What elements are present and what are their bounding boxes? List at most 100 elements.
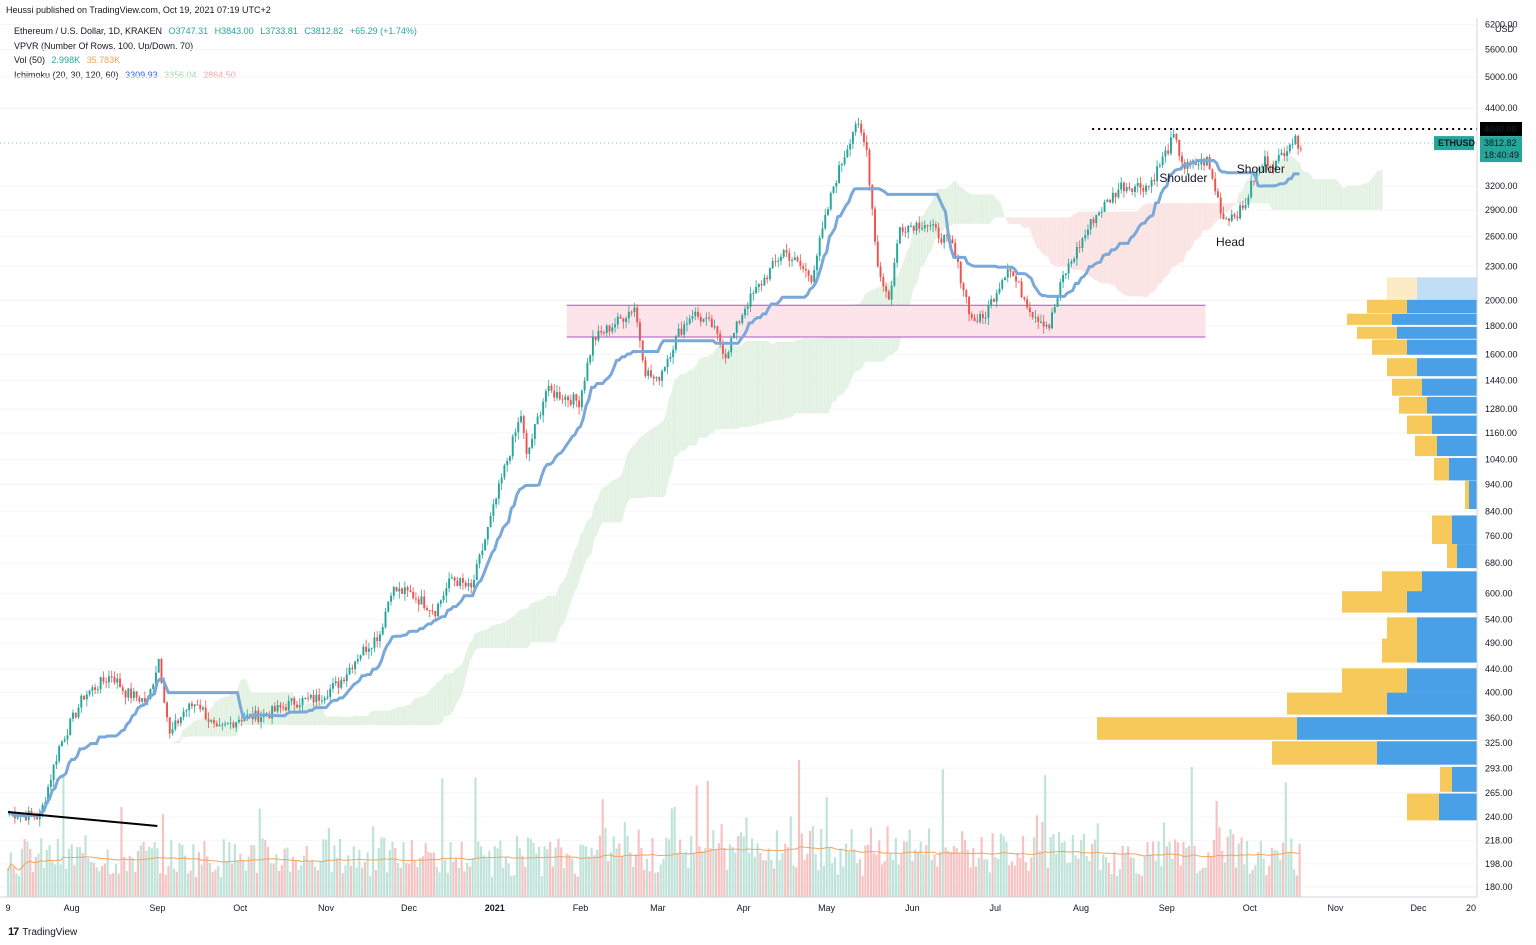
- candle-body: [52, 764, 55, 781]
- ohlc-change: +65.29 (+1.74%): [349, 26, 417, 36]
- profile-down: [1272, 741, 1377, 765]
- cloud-segment: [602, 486, 606, 523]
- cloud-segment: [511, 616, 515, 649]
- candle-body: [38, 813, 41, 820]
- volume-bar: [1096, 823, 1099, 897]
- candle-body: [124, 690, 127, 698]
- candle-body: [1006, 269, 1009, 278]
- price-tick: 198.00: [1485, 859, 1513, 869]
- price-tick: 940.00: [1485, 479, 1513, 489]
- cloud-segment: [1310, 174, 1314, 211]
- volume-bar: [490, 876, 494, 897]
- candle-body: [80, 695, 83, 708]
- candle-body: [271, 706, 274, 719]
- volume-bar: [261, 838, 264, 897]
- candle-body: [1042, 321, 1045, 327]
- time-tick: Aug: [1073, 903, 1089, 913]
- volume-bar: [1298, 843, 1301, 897]
- cloud-segment: [594, 500, 598, 539]
- volume-bar: [1149, 854, 1152, 897]
- cloud-segment: [1122, 211, 1126, 296]
- candle-body: [179, 717, 182, 724]
- volume-bar: [1232, 834, 1235, 897]
- volume-bar: [1185, 847, 1188, 897]
- cloud-segment: [467, 642, 470, 674]
- ohlc-high: H3843.00: [214, 26, 254, 36]
- candle-body: [556, 392, 558, 398]
- volume-bar: [1259, 840, 1262, 897]
- volume-bar: [98, 871, 101, 897]
- tradingview-footer[interactable]: 17 TradingView: [8, 926, 77, 938]
- price-tick: 440.00: [1485, 664, 1513, 674]
- profile-down: [1372, 339, 1407, 355]
- volume-bar: [565, 853, 568, 897]
- candle-body: [202, 707, 204, 710]
- cloud-segment: [574, 545, 578, 591]
- cloud-segment: [1296, 160, 1300, 211]
- volume-bar: [186, 873, 189, 897]
- volume-bar: [1091, 843, 1094, 897]
- profile-up: [1407, 668, 1477, 693]
- candle-body: [846, 149, 849, 158]
- volume-bar: [1035, 815, 1038, 897]
- candle-body: [614, 324, 617, 328]
- candle-body: [1084, 235, 1087, 239]
- volume-bar: [795, 867, 798, 897]
- profile-down: [1392, 378, 1422, 396]
- volume-row[interactable]: Vol (50) 2.998K 35.783K: [14, 53, 421, 68]
- cloud-segment: [232, 691, 235, 737]
- volume-bar: [73, 865, 76, 897]
- volume-bar: [338, 838, 342, 897]
- price-chart[interactable]: Shoulder Head Shoulder 6200.00 5600.00 5000.…: [0, 18, 1536, 923]
- volume-bar: [29, 848, 32, 897]
- volume-bar: [89, 861, 93, 897]
- volume-bar: [717, 843, 720, 897]
- volume-bar: [1071, 834, 1074, 897]
- volume-bar: [1174, 839, 1177, 897]
- volume-bar: [947, 850, 950, 897]
- cloud-segment: [1000, 203, 1004, 218]
- volume-ma-line: [7, 846, 1300, 872]
- candle-body: [154, 672, 157, 685]
- volume-bar: [1085, 856, 1088, 897]
- candle-body: [735, 321, 738, 333]
- cloud-segment: [93, 812, 97, 816]
- candle-body: [744, 308, 746, 316]
- candle-body: [1283, 152, 1286, 157]
- profile-down: [1440, 766, 1452, 792]
- volume-bar: [81, 853, 84, 897]
- volume-bar: [889, 853, 892, 897]
- candle-body: [721, 344, 724, 355]
- volume-bar: [994, 857, 997, 897]
- cloud-segment: [801, 338, 805, 414]
- cloud-segment: [384, 710, 387, 725]
- cloud-segment: [411, 698, 415, 725]
- candle-body: [1064, 273, 1067, 276]
- volume-bar: [493, 846, 496, 897]
- cloud-segment: [638, 436, 642, 499]
- ichimoku-row[interactable]: Ichimoku (20, 30, 120, 60) 3309.93 3356.…: [14, 68, 421, 83]
- candle-body: [746, 306, 749, 309]
- volume-bar: [391, 841, 394, 897]
- symbol-row[interactable]: Ethereum / U.S. Dollar, 1D, KRAKEN O3747…: [14, 24, 421, 39]
- cloud-segment: [104, 815, 108, 817]
- ichimoku-label: Ichimoku (20, 30, 120, 60): [14, 69, 119, 80]
- vpvr-row[interactable]: VPVR (Number Of Rows, 100, Up/Down, 70): [14, 39, 421, 54]
- ohlc-open: O3747.31: [168, 26, 209, 36]
- candle-body: [854, 124, 857, 133]
- price-tick: 600.00: [1485, 589, 1513, 599]
- candle-body: [326, 696, 329, 699]
- volume-bar: [1223, 862, 1227, 897]
- candle-body: [1103, 201, 1106, 212]
- profile-down: [1432, 515, 1452, 545]
- volume-bar: [991, 833, 994, 897]
- time-tick: Dec: [1410, 903, 1427, 913]
- candle-body: [995, 292, 998, 302]
- cloud-segment: [1056, 217, 1059, 267]
- cloud-segment: [464, 648, 468, 686]
- volume-bar: [164, 874, 167, 897]
- candle-body: [677, 328, 680, 337]
- candle-body: [533, 424, 536, 439]
- volume-bar: [175, 871, 178, 897]
- volume-bar: [12, 866, 15, 897]
